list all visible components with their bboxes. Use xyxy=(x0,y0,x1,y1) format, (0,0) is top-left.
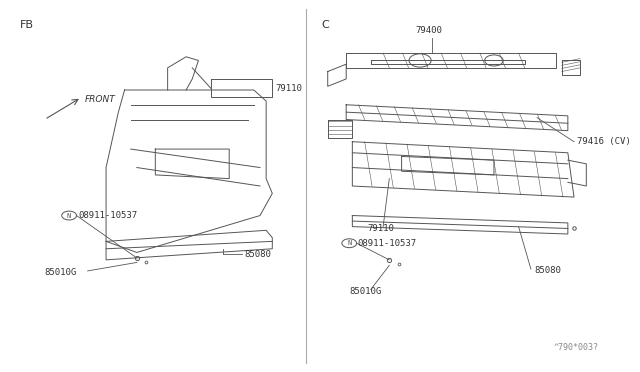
Text: 85010G: 85010G xyxy=(45,268,77,277)
Text: C: C xyxy=(321,20,330,30)
Text: 08911-10537: 08911-10537 xyxy=(78,211,138,220)
Text: N: N xyxy=(67,212,71,218)
Text: 85080: 85080 xyxy=(244,250,271,259)
Text: 79400: 79400 xyxy=(416,26,443,35)
Text: FRONT: FRONT xyxy=(84,95,115,104)
Text: FB: FB xyxy=(20,20,34,30)
Text: 79416 (CV): 79416 (CV) xyxy=(577,137,631,146)
Text: 79110: 79110 xyxy=(368,224,395,233)
Text: 08911-10537: 08911-10537 xyxy=(357,239,417,248)
Text: 79110: 79110 xyxy=(275,84,302,93)
Text: N: N xyxy=(347,240,351,246)
Text: 85080: 85080 xyxy=(534,266,561,275)
Text: 85010G: 85010G xyxy=(349,287,381,296)
Text: ^790*003?: ^790*003? xyxy=(554,343,598,352)
